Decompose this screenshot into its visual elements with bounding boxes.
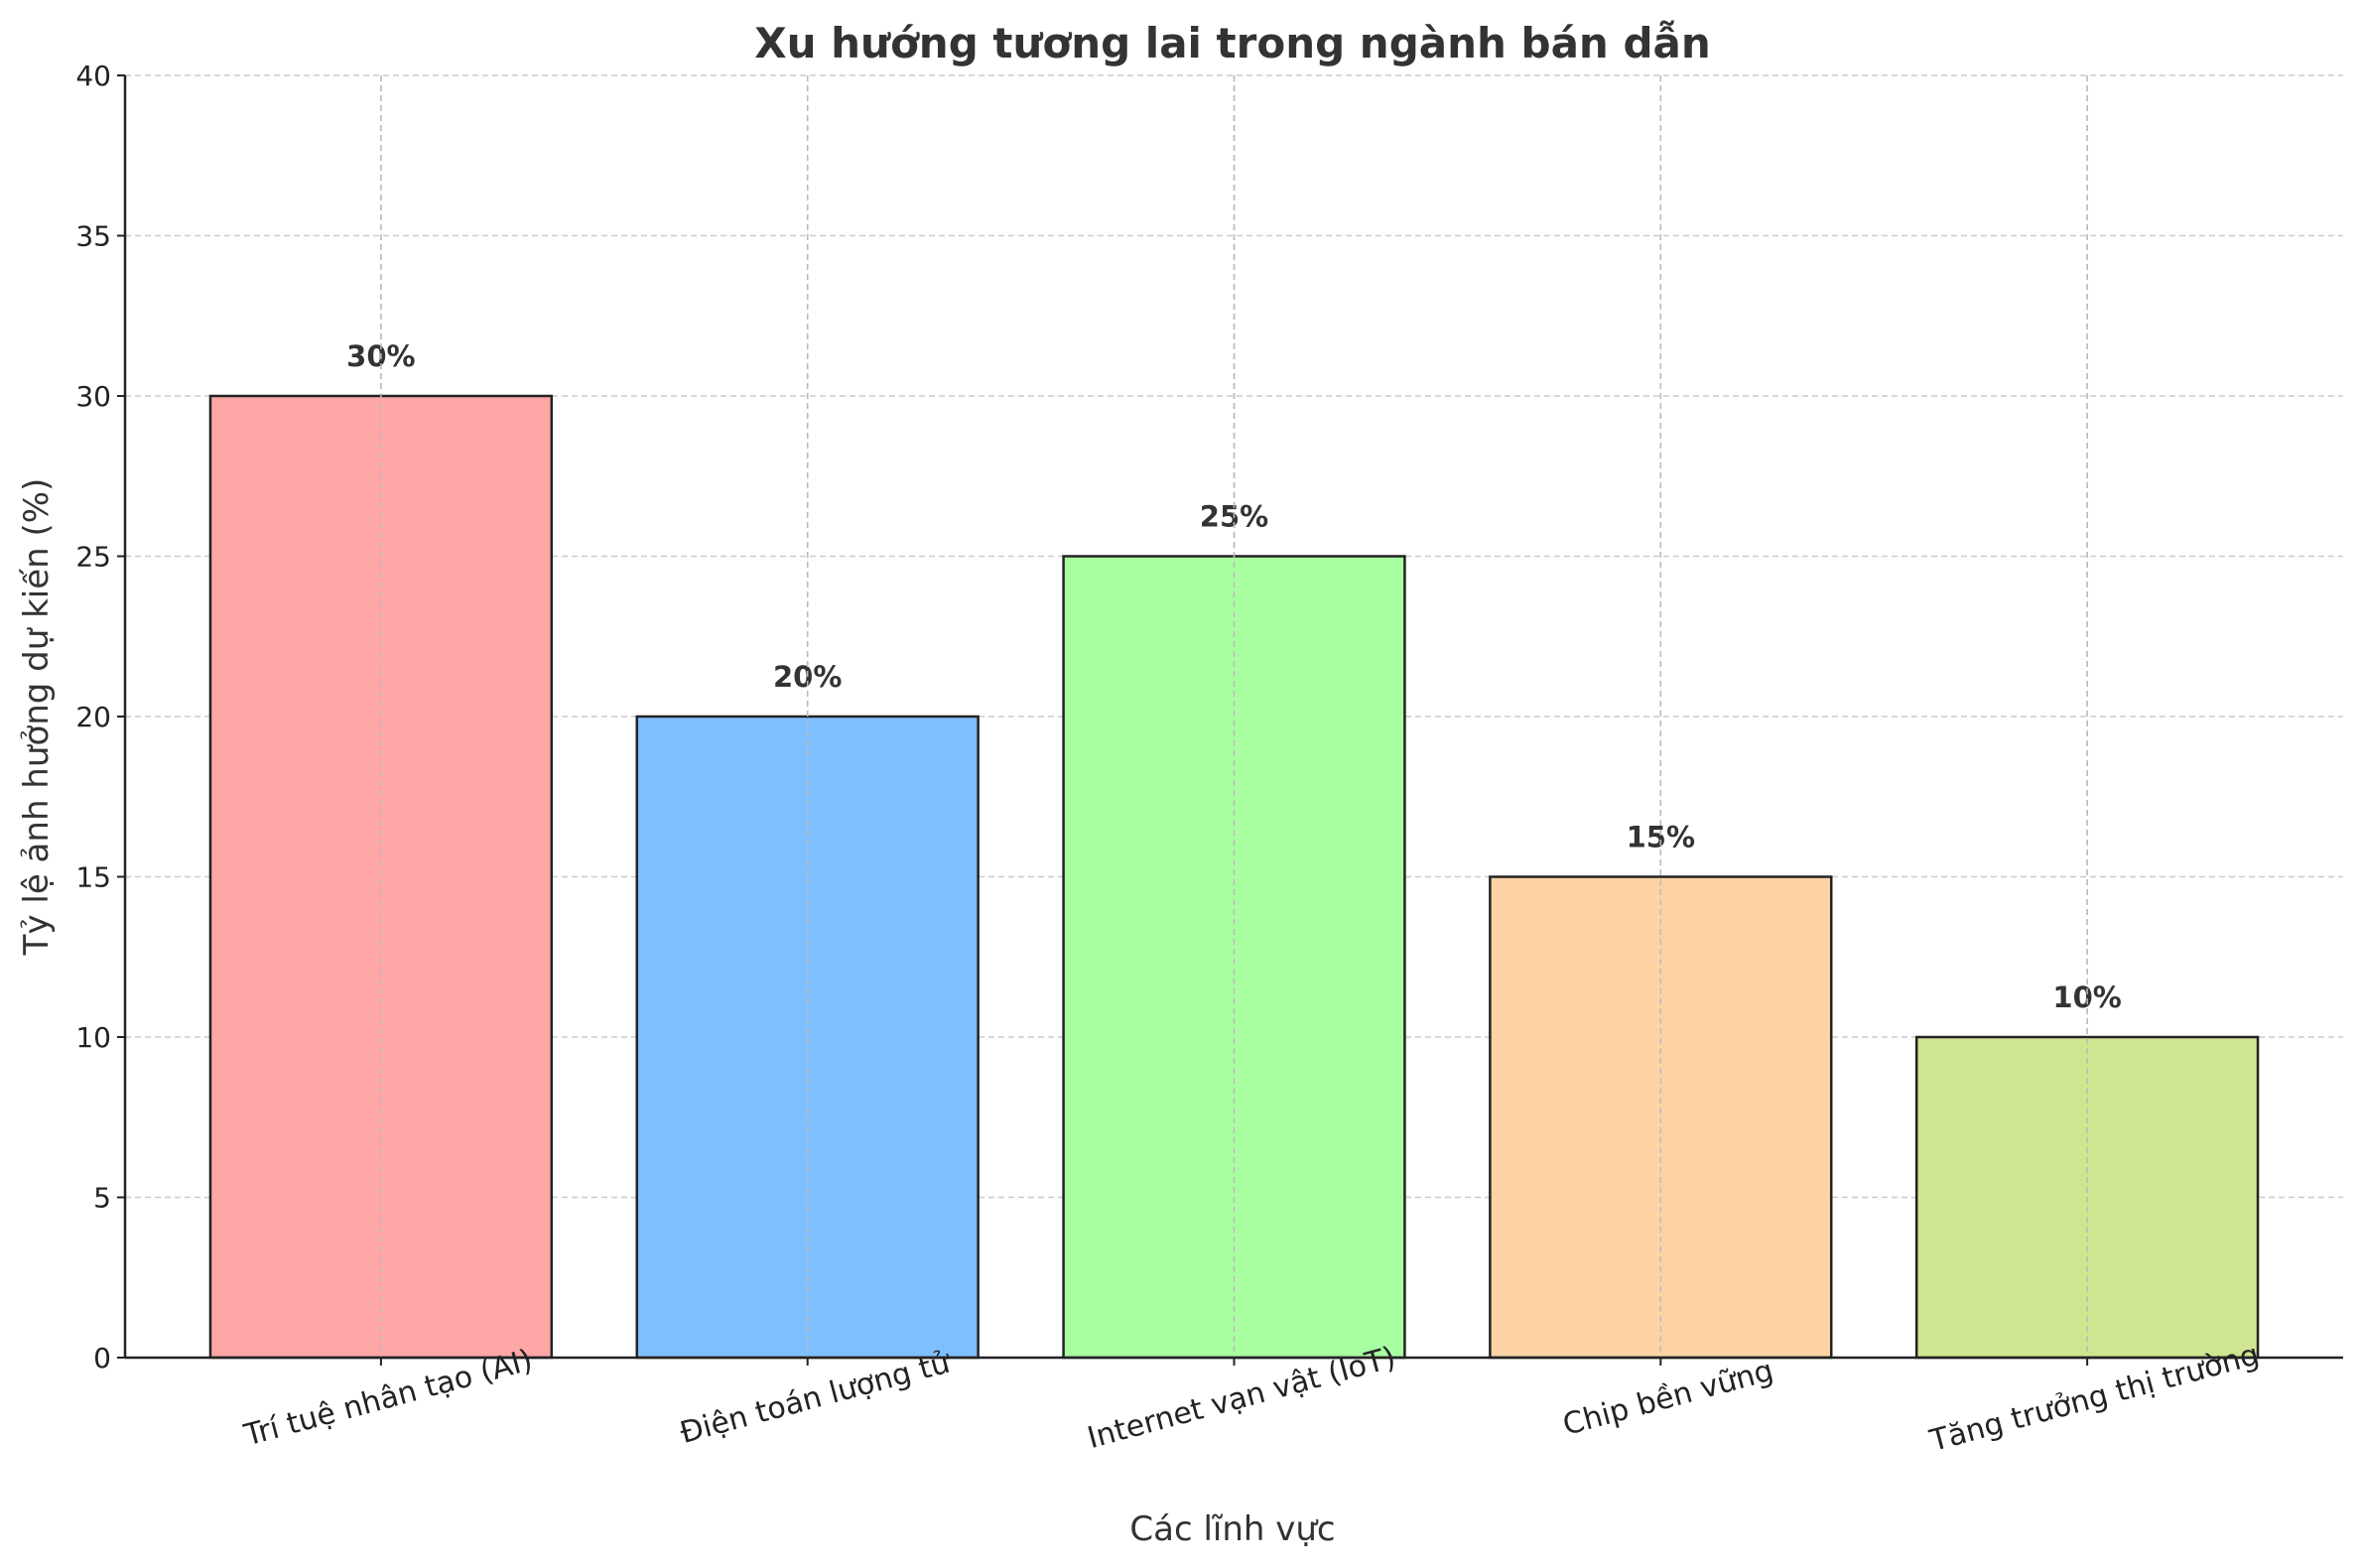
data-label: 15% <box>1627 821 1695 854</box>
y-tick-label: 25 <box>75 541 111 574</box>
y-tick-label: 20 <box>75 701 111 733</box>
bars: 30%20%25%15%10% <box>208 339 2260 1360</box>
gridline-overlay <box>380 75 2088 1358</box>
x-tick-label: Trí tuệ nhân tạo (AI) <box>240 1343 537 1453</box>
x-axis-label: Các lĩnh vực <box>1129 1509 1335 1549</box>
y-tick-label: 5 <box>93 1182 111 1215</box>
bar <box>208 394 554 1360</box>
y-axis-label: Tỷ lệ ảnh hưởng dự kiến (%) <box>17 478 57 957</box>
y-tick-label: 30 <box>75 380 111 413</box>
chart-title: Xu hướng tương lai trong ngành bán dẫn <box>754 19 1711 67</box>
y-tick-label: 0 <box>93 1342 111 1374</box>
y-tick-label: 10 <box>75 1021 111 1054</box>
x-tick-label: Chip bền vững <box>1559 1354 1776 1443</box>
y-tick-label: 35 <box>75 220 111 253</box>
y-tick-label: 40 <box>75 60 111 92</box>
y-tick-label: 15 <box>75 861 111 894</box>
bar <box>1062 555 1406 1360</box>
x-tick-label: Điện toán lượng tử <box>677 1345 956 1451</box>
